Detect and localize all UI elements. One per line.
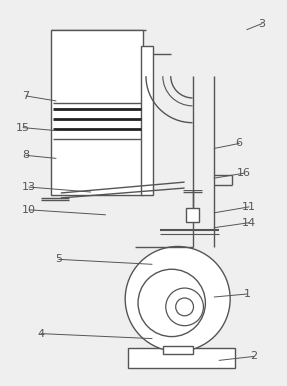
Text: 4: 4 — [37, 328, 44, 339]
Text: 11: 11 — [242, 202, 256, 212]
Text: 14: 14 — [242, 218, 256, 228]
Text: 1: 1 — [243, 289, 251, 299]
Bar — [186, 208, 199, 222]
Text: 15: 15 — [16, 123, 30, 133]
Text: 8: 8 — [23, 151, 30, 160]
Bar — [128, 349, 235, 368]
Bar — [163, 347, 193, 354]
Text: 10: 10 — [22, 205, 36, 215]
Bar — [141, 46, 153, 195]
Circle shape — [125, 247, 230, 351]
Text: 2: 2 — [250, 351, 257, 361]
Text: 3: 3 — [258, 19, 265, 29]
Bar — [51, 30, 143, 195]
Text: 7: 7 — [23, 91, 30, 101]
Text: 6: 6 — [236, 139, 243, 149]
Text: 13: 13 — [22, 182, 36, 192]
Text: 5: 5 — [55, 254, 62, 264]
Text: 16: 16 — [237, 168, 251, 178]
